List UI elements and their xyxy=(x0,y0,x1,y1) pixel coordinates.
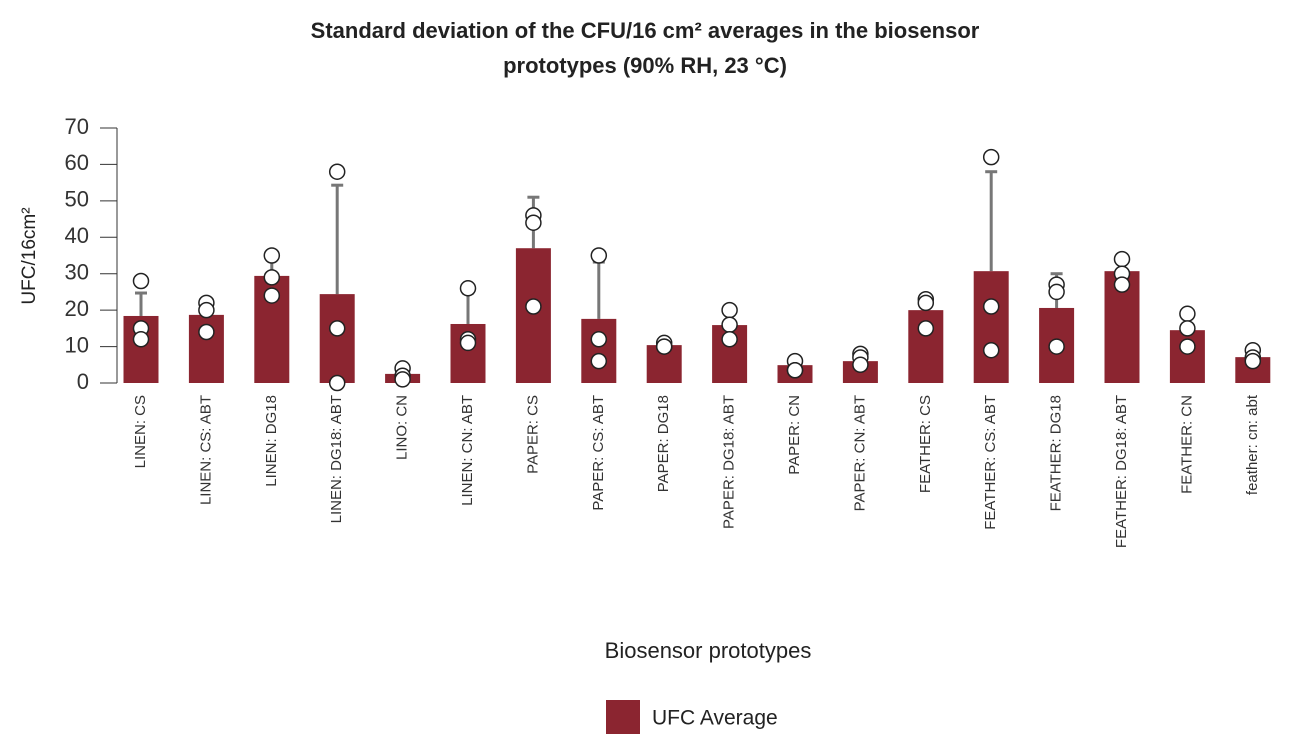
data-point xyxy=(982,298,1000,315)
data-point xyxy=(1048,338,1065,355)
data-point xyxy=(263,287,281,304)
data-point xyxy=(917,294,935,312)
x-tick-label: FEATHER: CS: ABT xyxy=(982,395,999,530)
y-tick-label: 30 xyxy=(65,260,89,285)
data-point xyxy=(132,272,150,290)
x-tick-label: feather: cn: abt xyxy=(1244,394,1261,495)
y-tick-label: 10 xyxy=(65,332,89,357)
data-point xyxy=(525,298,542,315)
data-point xyxy=(394,371,411,388)
bar xyxy=(581,318,617,383)
data-point xyxy=(1179,305,1196,323)
y-tick-label: 70 xyxy=(65,114,89,139)
data-point xyxy=(721,316,738,333)
data-point xyxy=(590,247,608,264)
data-point xyxy=(198,323,215,341)
data-point xyxy=(590,352,608,370)
x-tick-label: LINEN: DG18 xyxy=(263,395,280,487)
data-point xyxy=(459,280,477,297)
data-point xyxy=(982,341,1000,359)
data-point xyxy=(459,334,477,352)
x-tick-label: LINEN: CS: ABT xyxy=(197,395,214,505)
x-tick-label: PAPER: CS: ABT xyxy=(590,395,607,511)
bar xyxy=(515,248,551,383)
data-point xyxy=(655,338,673,355)
data-point xyxy=(132,331,150,348)
x-tick-label: FEATHER: DG18: ABT xyxy=(1113,395,1130,548)
data-point xyxy=(1113,276,1131,293)
data-point xyxy=(1179,320,1196,337)
x-tick-label: FEATHER: CS xyxy=(917,395,934,493)
bar xyxy=(1169,330,1205,383)
data-point xyxy=(1113,250,1131,268)
y-tick-label: 0 xyxy=(77,369,89,394)
x-tick-label: FEATHER: CN xyxy=(1178,395,1195,494)
bar xyxy=(973,271,1009,383)
data-point xyxy=(328,374,346,392)
data-point xyxy=(1048,283,1065,301)
data-point xyxy=(328,320,346,337)
x-tick-label: PAPER: DG18: ABT xyxy=(721,395,738,529)
legend-swatch xyxy=(606,700,640,734)
x-tick-label: PAPER: CS xyxy=(524,395,541,474)
x-tick-label: FEATHER: DG18 xyxy=(1048,395,1065,511)
y-tick-label: 20 xyxy=(65,296,89,321)
data-point xyxy=(721,301,738,319)
chart-title: prototypes (90% RH, 23 °C) xyxy=(503,53,787,78)
x-tick-label: LINO: CN xyxy=(394,395,411,460)
x-tick-label: LINEN: DG18: ABT xyxy=(328,395,345,523)
data-point xyxy=(328,163,346,180)
x-tick-label: LINEN: CS xyxy=(132,395,149,468)
bar xyxy=(319,294,355,383)
data-point xyxy=(786,362,804,379)
x-axis-label: Biosensor prototypes xyxy=(605,638,812,663)
data-point xyxy=(590,331,608,348)
data-point xyxy=(721,331,738,348)
x-tick-label: PAPER: CN: ABT xyxy=(851,395,868,511)
data-point xyxy=(1244,352,1262,370)
x-tick-label: PAPER: CN xyxy=(786,395,803,475)
y-tick-label: 60 xyxy=(65,150,89,175)
data-point xyxy=(982,148,1000,166)
data-point xyxy=(263,247,281,264)
chart-title: Standard deviation of the CFU/16 cm² ave… xyxy=(311,18,980,43)
x-tick-label: LINEN: CN: ABT xyxy=(459,395,476,506)
data-point xyxy=(917,320,935,337)
data-point xyxy=(525,214,542,231)
y-tick-label: 50 xyxy=(65,187,89,212)
data-point xyxy=(1179,338,1196,355)
data-point xyxy=(263,269,281,286)
y-axis-label: UFC/16cm² xyxy=(19,207,40,304)
data-point xyxy=(198,301,215,319)
data-point xyxy=(852,356,869,374)
y-tick-label: 40 xyxy=(65,223,89,248)
legend-label: UFC Average xyxy=(652,707,778,730)
x-tick-label: PAPER: DG18 xyxy=(655,395,672,492)
